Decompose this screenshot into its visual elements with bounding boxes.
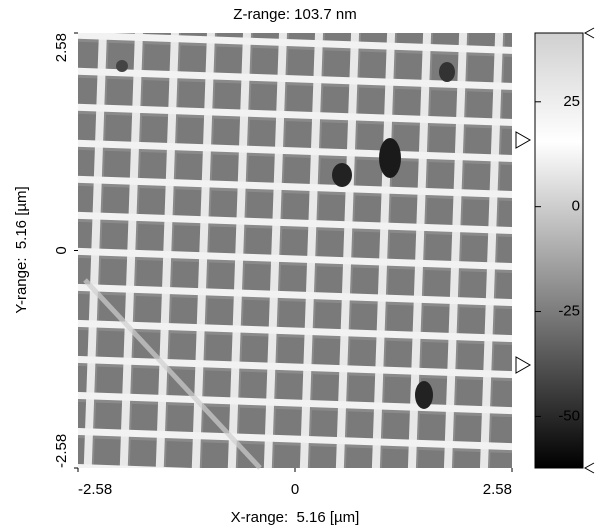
- x-tick-label: -2.58: [78, 481, 112, 498]
- page: Z-range: 103.7 nm X-range: 5.16 [µm] Y-r…: [0, 0, 597, 531]
- y-tick-label: 0: [53, 246, 70, 254]
- x-tick-label: 0: [291, 481, 299, 498]
- chart-title: Z-range: 103.7 nm: [233, 6, 356, 23]
- colorbar-tick-label: 25: [563, 93, 580, 110]
- x-tick-label: 2.58: [483, 481, 512, 498]
- colorbar-tick-label: -50: [558, 407, 580, 424]
- y-tick-label: 2.58: [53, 33, 70, 62]
- colorbar-tick-label: 0: [572, 198, 580, 215]
- y-axis-label: Y-range: 5.16 [µm]: [13, 186, 30, 313]
- x-axis-label: X-range: 5.16 [µm]: [231, 509, 360, 526]
- chart: Z-range: 103.7 nm X-range: 5.16 [µm] Y-r…: [0, 0, 597, 531]
- afm-image: [78, 33, 512, 468]
- y-tick-label: -2.58: [53, 434, 70, 468]
- colorbar-tick-label: -25: [558, 303, 580, 320]
